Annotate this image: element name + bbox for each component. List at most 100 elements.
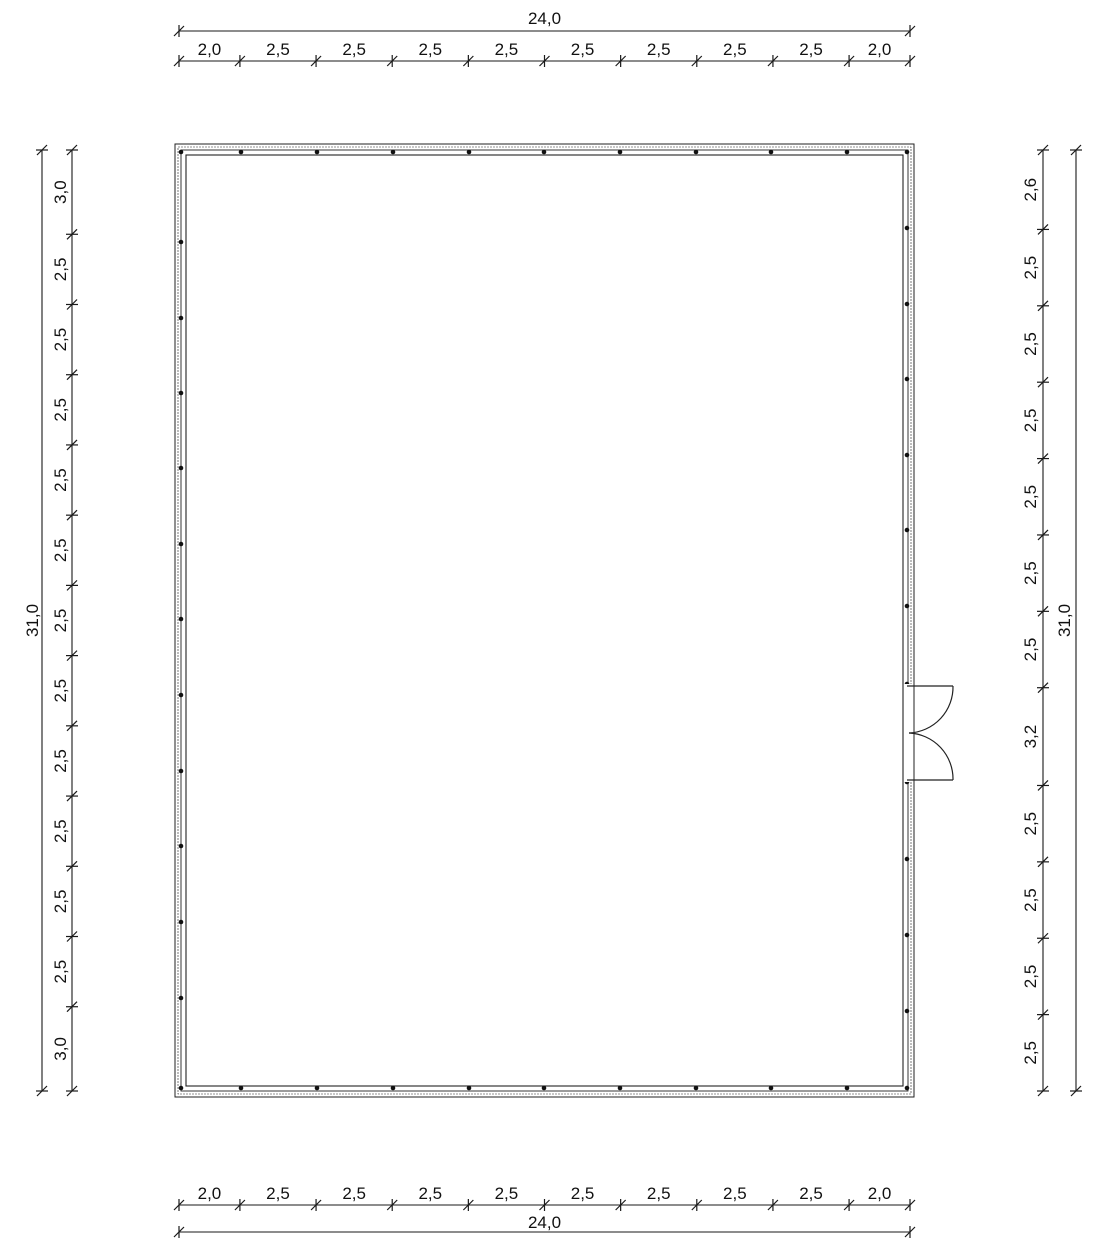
post-right <box>904 527 910 533</box>
bottom-dimension-chain: 24,0 2,0 2,5 2,5 2,5 2,5 2,5 2,5 2,5 2,5 2,0 <box>173 1184 916 1238</box>
bottom-segment-label: 2,0 <box>198 1184 222 1203</box>
post-right <box>904 603 910 609</box>
right-segment-label: 3,2 <box>1021 725 1040 749</box>
bottom-segment-label: 2,5 <box>647 1184 671 1203</box>
post-left <box>178 843 184 849</box>
post-left <box>178 315 184 321</box>
post-right <box>904 452 910 458</box>
left-segment-label: 3,0 <box>51 180 70 204</box>
post-right <box>904 376 910 382</box>
post-bottom <box>178 1085 184 1091</box>
post-left <box>178 239 184 245</box>
left-segment-label: 2,5 <box>51 538 70 562</box>
right-dimension-chain: 31,0 2,6 2,5 2,5 2,5 2,5 2,5 2,5 3,2 2,5 2,5 2,5 2,5 <box>1021 144 1082 1097</box>
wall-core-line <box>180 149 909 1092</box>
post-top <box>178 149 184 155</box>
right-segment-label: 2,5 <box>1021 256 1040 280</box>
post-top <box>768 149 774 155</box>
post-bottom <box>314 1085 320 1091</box>
right-segment-label: 2,5 <box>1021 561 1040 585</box>
right-segment-label: 2,5 <box>1021 485 1040 509</box>
left-segment-label: 2,5 <box>51 609 70 633</box>
top-total-label: 24,0 <box>528 9 561 28</box>
post-left <box>178 692 184 698</box>
post-bottom <box>466 1085 472 1091</box>
post-top <box>541 149 547 155</box>
left-segment-label: 2,5 <box>51 398 70 422</box>
outer-wall-line <box>174 143 915 1098</box>
post-bottom <box>768 1085 774 1091</box>
right-segment-label: 2,6 <box>1021 178 1040 202</box>
left-segment-label: 2,5 <box>51 468 70 492</box>
building-outline <box>174 143 915 1098</box>
post-right <box>904 932 910 938</box>
right-segment-label: 2,5 <box>1021 888 1040 912</box>
right-segment-label: 2,5 <box>1021 332 1040 356</box>
outer-wall-hatch-line <box>177 146 912 1095</box>
post-top <box>238 149 244 155</box>
double-door <box>904 684 954 782</box>
door-opening <box>904 684 912 782</box>
post-top <box>466 149 472 155</box>
post-top <box>844 149 850 155</box>
post-left <box>178 995 184 1001</box>
door-swing-upper <box>908 685 954 734</box>
post-right <box>904 856 910 862</box>
left-segment-label: 2,5 <box>51 890 70 914</box>
post-left <box>178 541 184 547</box>
post-left <box>178 768 184 774</box>
top-dimension-chain: 24,0 2,0 2,5 2,5 2,5 2,5 2,5 2,5 2,5 2,5 2,0 <box>173 9 916 67</box>
left-dimension-chain: 31,0 3,0 2,5 2,5 2,5 2,5 2,5 2,5 2,5 2,5 2,5 2,5 2,5… <box>23 144 78 1097</box>
post-bottom <box>617 1085 623 1091</box>
post-bottom <box>541 1085 547 1091</box>
left-segment-label: 2,5 <box>51 328 70 352</box>
top-segment-label: 2,5 <box>723 40 747 59</box>
bottom-segment-label: 2,5 <box>571 1184 595 1203</box>
post-left <box>178 616 184 622</box>
post-right <box>904 225 910 231</box>
post-right <box>904 301 910 307</box>
right-total-label: 31,0 <box>1055 604 1074 637</box>
door-swing-lower <box>908 732 954 781</box>
bottom-segment-label: 2,5 <box>495 1184 519 1203</box>
top-segment-label: 2,5 <box>571 40 595 59</box>
right-segment-label: 2,5 <box>1021 409 1040 433</box>
post-top <box>617 149 623 155</box>
right-segment-label: 2,5 <box>1021 965 1040 989</box>
post-left <box>178 390 184 396</box>
right-segment-label: 2,5 <box>1021 1041 1040 1065</box>
top-segment-label: 2,0 <box>868 40 892 59</box>
post-top <box>314 149 320 155</box>
left-segment-label: 2,5 <box>51 749 70 773</box>
bottom-segment-label: 2,0 <box>868 1184 892 1203</box>
post-top <box>904 149 910 155</box>
post-bottom <box>844 1085 850 1091</box>
post-bottom <box>390 1085 396 1091</box>
left-total-label: 31,0 <box>23 604 42 637</box>
post-left <box>178 919 184 925</box>
post-top <box>390 149 396 155</box>
bottom-segment-label: 2,5 <box>723 1184 747 1203</box>
post-bottom <box>693 1085 699 1091</box>
left-segment-label: 2,5 <box>51 960 70 984</box>
post-right <box>904 1008 910 1014</box>
top-segment-label: 2,5 <box>647 40 671 59</box>
bottom-total-label: 24,0 <box>528 1213 561 1232</box>
top-segment-label: 2,5 <box>266 40 290 59</box>
top-segment-label: 2,0 <box>198 40 222 59</box>
bottom-segment-label: 2,5 <box>799 1184 823 1203</box>
top-segment-label: 2,5 <box>799 40 823 59</box>
post-top <box>693 149 699 155</box>
left-segment-label: 2,5 <box>51 679 70 703</box>
right-segment-label: 2,5 <box>1021 812 1040 836</box>
post-left <box>178 465 184 471</box>
left-segment-label: 3,0 <box>51 1037 70 1061</box>
post-bottom <box>904 1085 910 1091</box>
bottom-segment-label: 2,5 <box>418 1184 442 1203</box>
bottom-segment-label: 2,5 <box>266 1184 290 1203</box>
posts <box>178 149 910 1091</box>
post-bottom <box>238 1085 244 1091</box>
inner-wall-line <box>185 154 904 1087</box>
top-segment-label: 2,5 <box>495 40 519 59</box>
